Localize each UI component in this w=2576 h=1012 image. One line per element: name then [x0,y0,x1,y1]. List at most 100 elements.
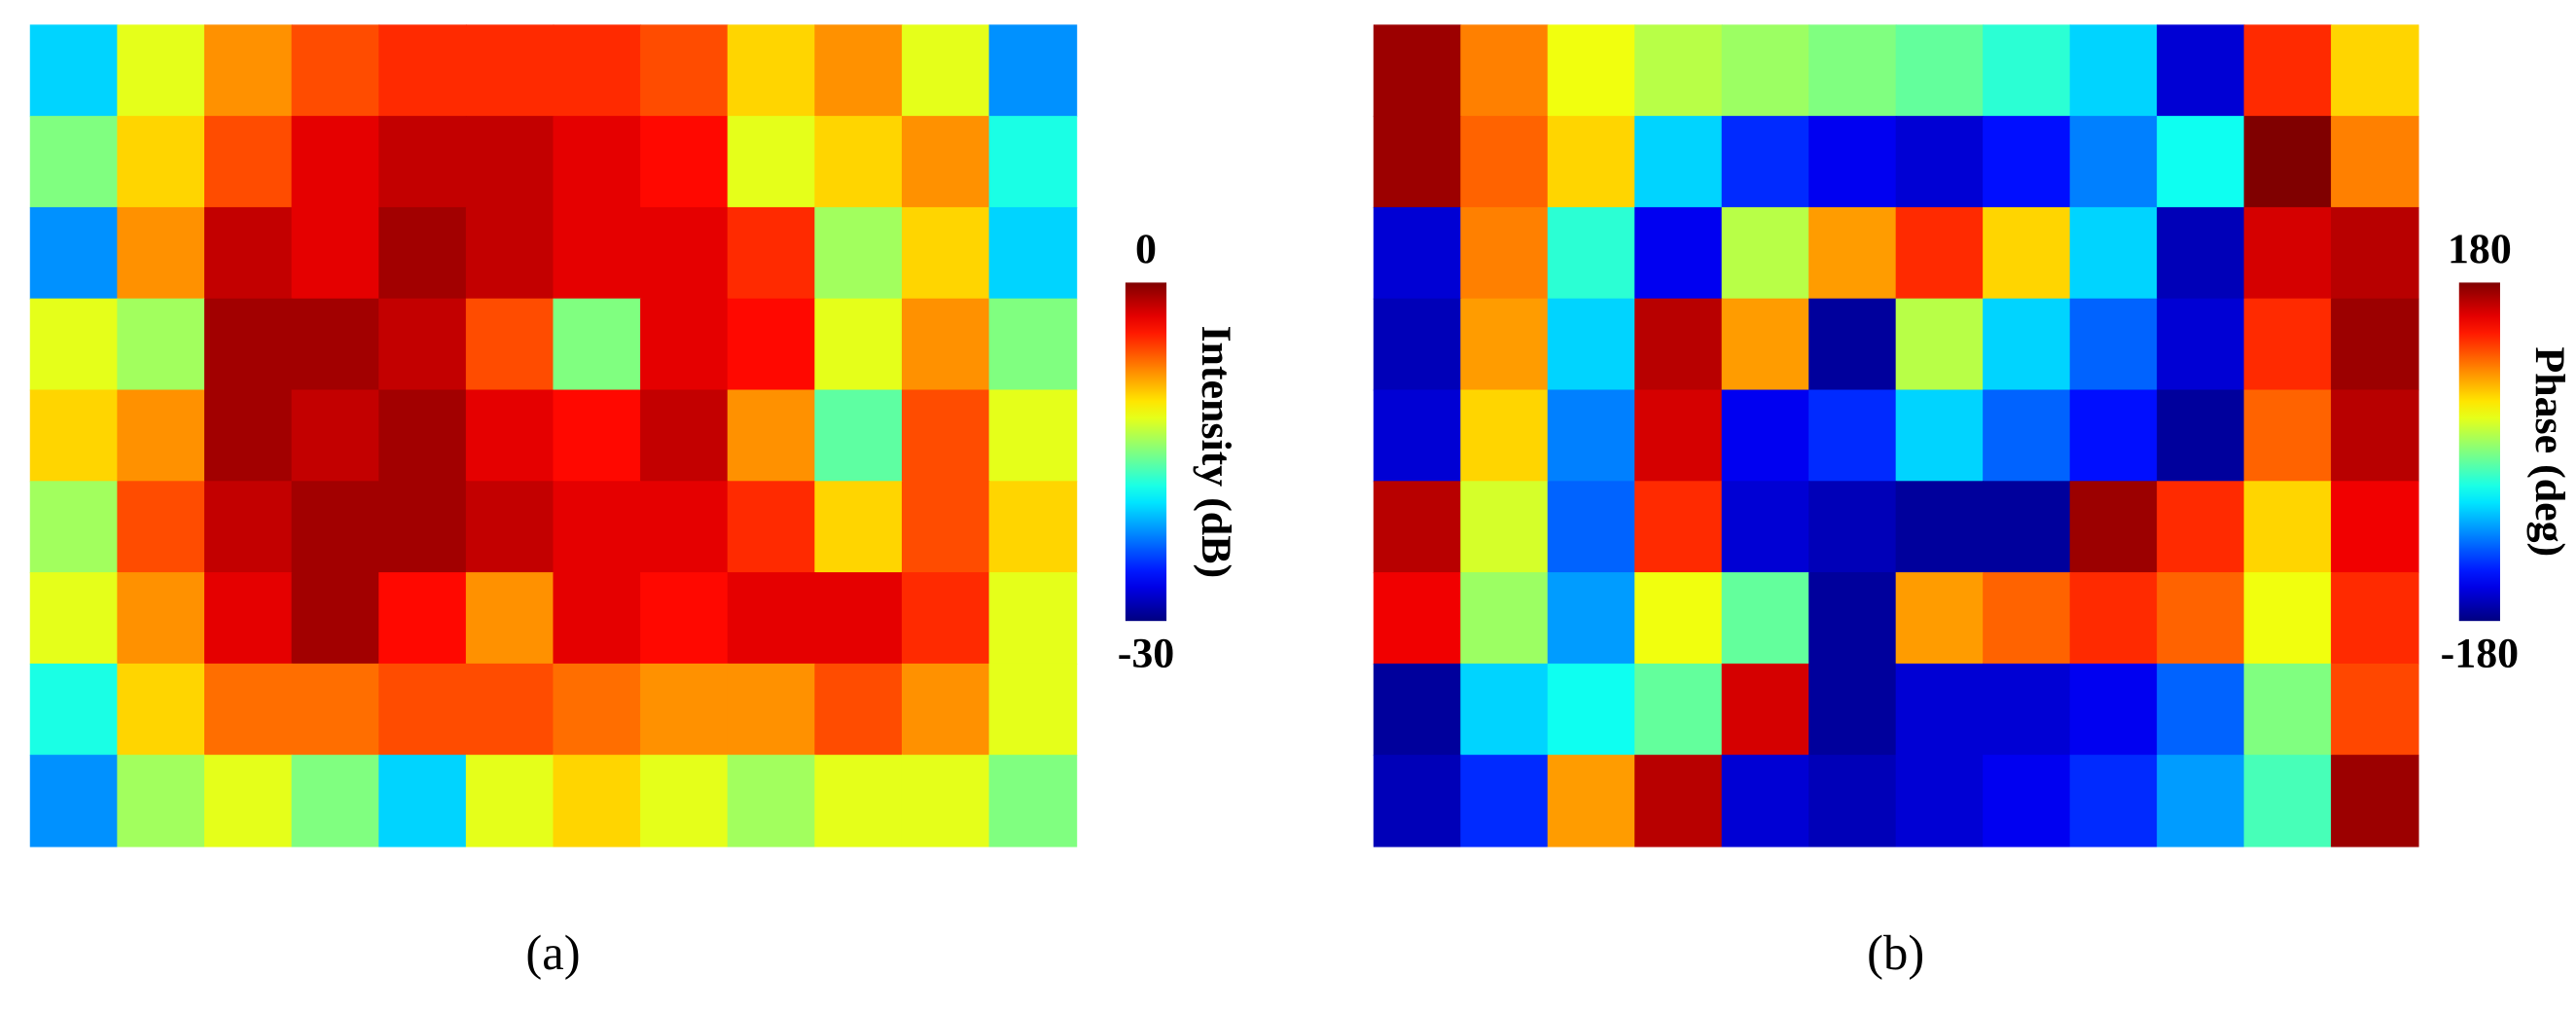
heatmap-cell [1460,389,1549,483]
heatmap-cell [291,116,380,208]
colorbar [1125,282,1167,622]
heatmap-cell [1547,389,1636,483]
heatmap-cell [901,754,990,848]
heatmap-cell [465,663,555,756]
heatmap-cell [640,298,729,391]
heatmap-cell [378,389,467,483]
heatmap-cell [2157,206,2245,300]
heatmap-cell [203,116,293,208]
heatmap-cell [640,663,729,756]
heatmap-cell [203,663,293,756]
heatmap-cell [553,206,642,300]
heatmap-cell [1634,24,1723,118]
heatmap-cell [727,754,816,848]
heatmap-cell [901,116,990,208]
heatmap-cell [2157,481,2245,574]
heatmap-cell [553,389,642,483]
colorbar-label: Phase (deg) [2526,346,2573,557]
heatmap-cell [1983,389,2071,483]
heatmap-cell [814,116,903,208]
heatmap-cell [2157,572,2245,665]
heatmap-cell [291,663,380,756]
heatmap-cell [378,116,467,208]
heatmap-cell [2157,389,2245,483]
heatmap-cell [2243,481,2333,574]
heatmap-cell [553,754,642,848]
heatmap-cell [1895,24,1985,118]
heatmap-cell [29,481,119,574]
heatmap-cell [2331,754,2419,848]
heatmap-cell [1983,481,2071,574]
heatmap-cell [29,116,119,208]
heatmap-cell [901,481,990,574]
heatmap-cell [117,206,206,300]
heatmap-cell [814,24,903,118]
heatmap-cell [1460,24,1549,118]
heatmap-cell [553,24,642,118]
heatmap-cell [1721,481,1810,574]
heatmap-cell [1808,481,1897,574]
heatmap-cell [291,298,380,391]
heatmap-cell [901,572,990,665]
heatmap-cell [29,24,119,118]
colorbar-label: Intensity (dB) [1193,325,1239,578]
heatmap-cell [1808,298,1897,391]
heatmap-cell [1460,572,1549,665]
heatmap-cell [1895,663,1985,756]
heatmap-cell [465,754,555,848]
heatmap-cell [814,754,903,848]
heatmap-cell [901,24,990,118]
heatmap-cell [1547,206,1636,300]
heatmap-cell [117,754,206,848]
heatmap-cell [1634,663,1723,756]
heatmap-cell [1460,481,1549,574]
heatmap-cell [640,481,729,574]
heatmap-cell [1808,206,1897,300]
heatmap-cell [2157,116,2245,208]
heatmap-cell [1721,206,1810,300]
heatmap-cell [988,572,1078,665]
heatmap-cell [2157,663,2245,756]
heatmap-cell [1983,298,2071,391]
heatmap-cell [117,481,206,574]
heatmap-cell [203,24,293,118]
heatmap-cell [1895,754,1985,848]
heatmap-cell [1373,24,1462,118]
heatmap-cell [2069,663,2159,756]
heatmap-cell [2069,298,2159,391]
heatmap-cell [640,116,729,208]
heatmap-cell [1460,206,1549,300]
heatmap-cell [988,389,1078,483]
heatmap-cell [2069,481,2159,574]
heatmap-cell [29,663,119,756]
heatmap-cell [2243,206,2333,300]
heatmap-cell [378,206,467,300]
heatmap-cell [1547,24,1636,118]
heatmap-cell [1808,389,1897,483]
heatmap-cell [378,663,467,756]
heatmap-cell [640,389,729,483]
heatmap-cell [378,754,467,848]
heatmap-cell [814,389,903,483]
heatmap-cell [1634,116,1723,208]
heatmap-cell [1634,572,1723,665]
heatmap-cell [553,663,642,756]
heatmap-cell [465,572,555,665]
heatmap-cell [1721,389,1810,483]
heatmap-cell [203,298,293,391]
heatmap-cell [1721,298,1810,391]
heatmap-cell [117,298,206,391]
heatmap-cell [901,663,990,756]
heatmap-cell [1373,389,1462,483]
heatmap-cell [2331,389,2419,483]
heatmap-cell [1895,572,1985,665]
heatmap-cell [553,298,642,391]
heatmap-cell [1808,116,1897,208]
heatmap-cell [1983,24,2071,118]
heatmap-cell [1721,116,1810,208]
heatmap-cell [727,572,816,665]
heatmap-cell [1547,116,1636,208]
heatmap-cell [1373,754,1462,848]
heatmap-cell [203,572,293,665]
heatmap-cell [2243,663,2333,756]
